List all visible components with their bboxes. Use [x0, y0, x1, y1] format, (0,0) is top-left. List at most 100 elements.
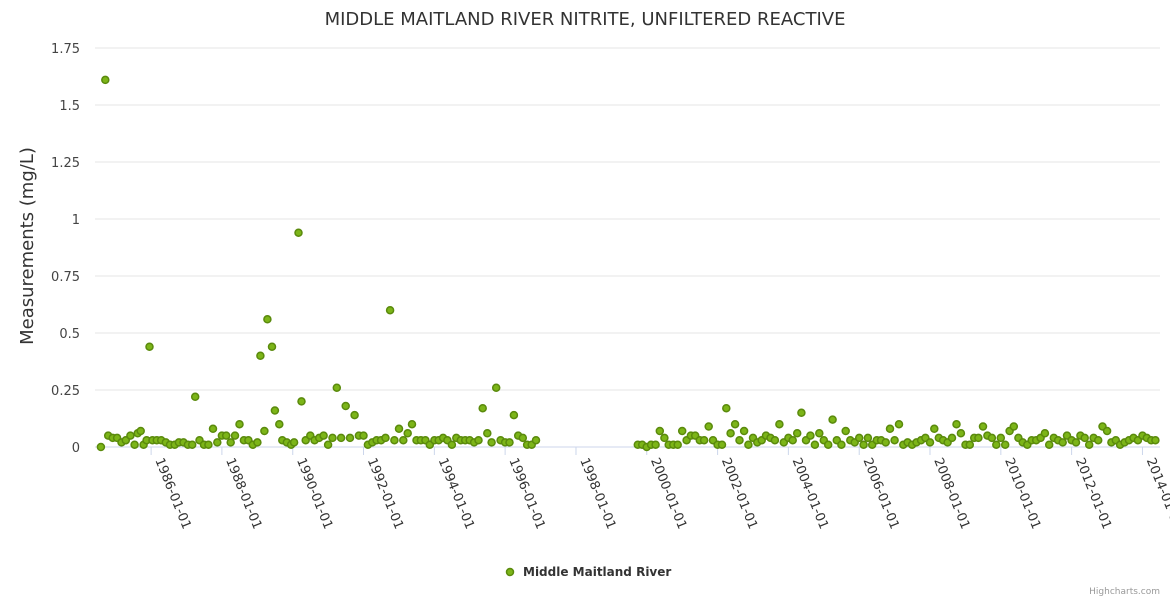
data-point[interactable]: [726, 429, 735, 438]
data-point[interactable]: [1093, 435, 1103, 445]
data-point[interactable]: [235, 419, 244, 429]
data-point[interactable]: [487, 438, 496, 447]
data-point[interactable]: [407, 419, 417, 429]
data-point[interactable]: [505, 438, 514, 447]
data-point[interactable]: [837, 440, 846, 449]
data-point[interactable]: [253, 438, 262, 447]
data-point[interactable]: [130, 440, 139, 449]
data-point[interactable]: [474, 435, 483, 445]
data-point[interactable]: [788, 435, 797, 445]
data-point[interactable]: [483, 429, 492, 438]
data-point[interactable]: [894, 419, 904, 429]
data-point[interactable]: [267, 342, 277, 351]
data-point[interactable]: [744, 440, 753, 449]
data-point[interactable]: [859, 440, 868, 449]
data-point[interactable]: [996, 433, 1006, 443]
data-point[interactable]: [319, 431, 328, 440]
data-point[interactable]: [704, 422, 713, 431]
data-point[interactable]: [925, 438, 935, 447]
data-point[interactable]: [660, 433, 669, 443]
data-point[interactable]: [655, 426, 665, 436]
data-point[interactable]: [126, 431, 135, 440]
data-point[interactable]: [531, 435, 541, 445]
data-point[interactable]: [256, 351, 265, 361]
data-point[interactable]: [226, 438, 235, 447]
legend[interactable]: Middle Maitland River: [505, 565, 672, 579]
data-point[interactable]: [854, 433, 864, 443]
data-point[interactable]: [491, 383, 501, 392]
data-point[interactable]: [930, 424, 939, 434]
data-point[interactable]: [328, 433, 337, 443]
data-point[interactable]: [974, 433, 983, 443]
data-point[interactable]: [1084, 440, 1094, 449]
data-point[interactable]: [275, 419, 284, 429]
data-point[interactable]: [1151, 435, 1160, 445]
data-point[interactable]: [978, 422, 988, 431]
data-point[interactable]: [956, 429, 966, 438]
data-point[interactable]: [987, 433, 997, 443]
data-point[interactable]: [350, 410, 359, 420]
data-point[interactable]: [332, 383, 342, 392]
data-point[interactable]: [213, 438, 222, 447]
data-point[interactable]: [289, 438, 299, 447]
data-point[interactable]: [806, 431, 815, 440]
data-point[interactable]: [841, 426, 850, 436]
data-point[interactable]: [403, 429, 412, 438]
data-point[interactable]: [381, 433, 390, 443]
data-point[interactable]: [263, 315, 272, 324]
data-point[interactable]: [947, 433, 957, 443]
data-point[interactable]: [863, 433, 873, 443]
data-point[interactable]: [187, 440, 197, 449]
data-point[interactable]: [260, 426, 269, 436]
data-point[interactable]: [145, 342, 154, 351]
data-point[interactable]: [965, 440, 975, 449]
data-point[interactable]: [992, 440, 1001, 449]
data-point[interactable]: [677, 426, 687, 436]
data-point[interactable]: [208, 424, 218, 434]
data-point[interactable]: [1080, 433, 1089, 443]
data-point[interactable]: [478, 403, 487, 413]
data-point[interactable]: [735, 435, 744, 445]
data-point[interactable]: [717, 440, 727, 449]
data-point[interactable]: [739, 426, 749, 436]
legend-item-label[interactable]: Middle Maitland River: [523, 565, 671, 579]
data-point[interactable]: [221, 431, 231, 440]
data-point[interactable]: [394, 424, 404, 434]
data-point[interactable]: [341, 401, 350, 411]
data-point[interactable]: [336, 433, 346, 443]
data-point[interactable]: [792, 429, 802, 438]
data-point[interactable]: [136, 426, 145, 436]
data-point[interactable]: [881, 438, 890, 447]
data-point[interactable]: [345, 433, 355, 443]
data-point[interactable]: [770, 435, 780, 445]
data-point[interactable]: [815, 429, 824, 438]
data-point[interactable]: [297, 397, 306, 406]
data-point[interactable]: [722, 403, 731, 413]
data-point[interactable]: [1009, 422, 1019, 431]
data-point[interactable]: [775, 419, 784, 429]
data-point[interactable]: [385, 305, 395, 315]
data-point[interactable]: [1071, 438, 1081, 447]
data-point[interactable]: [1000, 440, 1010, 449]
data-point[interactable]: [673, 440, 682, 449]
data-point[interactable]: [885, 424, 895, 434]
data-point[interactable]: [1058, 438, 1067, 447]
data-point[interactable]: [828, 415, 837, 424]
data-point[interactable]: [96, 442, 106, 452]
data-point[interactable]: [101, 75, 110, 85]
data-point[interactable]: [270, 406, 280, 415]
data-point[interactable]: [699, 435, 709, 445]
data-point[interactable]: [730, 419, 740, 429]
data-point[interactable]: [518, 433, 528, 443]
data-point[interactable]: [1102, 426, 1112, 436]
data-point[interactable]: [952, 419, 961, 429]
data-point[interactable]: [323, 440, 333, 449]
data-point[interactable]: [797, 408, 806, 418]
data-point[interactable]: [890, 435, 899, 445]
data-point[interactable]: [294, 228, 303, 237]
data-point[interactable]: [651, 440, 660, 449]
data-point[interactable]: [190, 392, 200, 402]
data-point[interactable]: [1044, 440, 1054, 449]
data-point[interactable]: [810, 440, 820, 449]
data-point[interactable]: [359, 431, 368, 440]
